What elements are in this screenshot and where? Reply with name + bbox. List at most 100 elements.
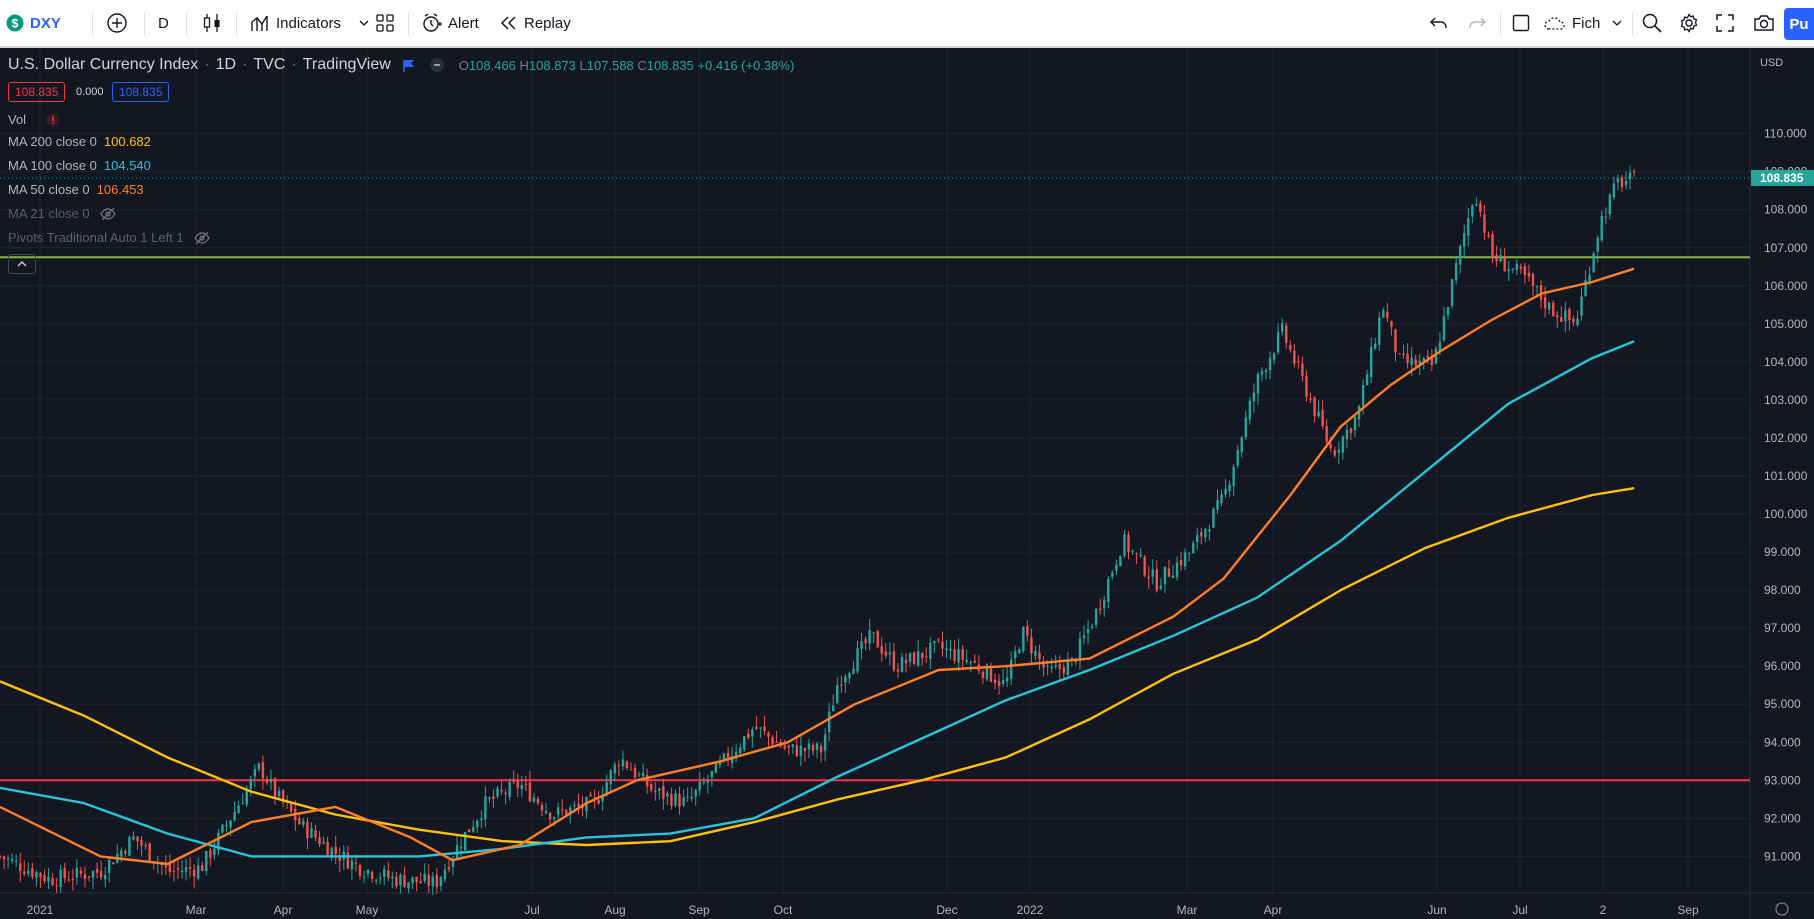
candle-up — [1264, 370, 1268, 373]
price-chart[interactable]: USD110.000109.000108.000107.000106.00010… — [0, 48, 1814, 919]
warning-icon[interactable] — [46, 113, 60, 127]
candle-up — [1103, 599, 1106, 609]
camera-icon — [1754, 15, 1774, 31]
collapse-legend-button[interactable] — [8, 254, 36, 274]
candle-down — [273, 778, 277, 797]
indicator-ma100[interactable]: MA 100 close 0 104.540 — [8, 158, 151, 173]
open-label: O — [458, 57, 469, 73]
toolbar-divider — [92, 12, 93, 36]
candle-down — [265, 779, 269, 784]
time-tick-label: 2 — [1600, 903, 1607, 917]
replay-button[interactable]: Replay — [500, 0, 571, 46]
candle-up — [1001, 679, 1005, 684]
candle-up — [1535, 286, 1539, 288]
candle-up — [799, 745, 803, 757]
sell-button[interactable]: 108.835 — [8, 82, 66, 102]
candle-up — [832, 705, 835, 712]
candle-down — [1301, 363, 1304, 376]
candle-up — [552, 817, 556, 820]
undo-button[interactable] — [1430, 0, 1448, 46]
layout-button[interactable] — [1512, 0, 1530, 46]
candle-up — [658, 788, 661, 791]
settings-button[interactable] — [1679, 0, 1699, 46]
indicator-ma200[interactable]: MA 200 close 0 100.682 — [8, 134, 151, 149]
candle-up — [1353, 417, 1357, 431]
high-label: H — [519, 57, 529, 73]
interval-button[interactable]: D — [158, 0, 169, 46]
candle-down — [617, 765, 621, 767]
cloud-save-button[interactable]: Fich — [1543, 0, 1622, 46]
candle-down — [79, 870, 83, 874]
candle-down — [1394, 329, 1397, 353]
indicator-pivots[interactable]: Pivots Traditional Auto 1 Left 1 — [8, 230, 210, 245]
candle-down — [953, 649, 956, 661]
candle-down — [840, 684, 843, 686]
candle-up — [1378, 317, 1381, 345]
candle-up — [257, 763, 261, 770]
compare-add-button[interactable] — [106, 0, 128, 46]
candle-down — [261, 762, 265, 779]
eye-slash-icon[interactable] — [99, 207, 116, 221]
price-tick-label: 100.000 — [1764, 507, 1808, 521]
candle-up — [1050, 666, 1053, 669]
candle-down — [1098, 608, 1102, 610]
chart-area[interactable]: USD110.000109.000108.000107.000106.00010… — [0, 48, 1814, 919]
candle-up — [1175, 562, 1179, 578]
low-value: 107.588 — [586, 57, 634, 73]
candle-down — [625, 761, 629, 768]
redo-button[interactable] — [1468, 0, 1486, 46]
symbol-search-button[interactable]: $ DXY — [6, 0, 61, 46]
candle-up — [666, 793, 669, 797]
legend-interval: 1D — [215, 56, 237, 73]
indicator-vol[interactable]: Vol — [8, 112, 60, 127]
candle-up — [1066, 660, 1070, 676]
candle-up — [213, 848, 216, 856]
candle-up — [1078, 638, 1082, 662]
candle-up — [1131, 550, 1134, 552]
price-tick-label: 93.000 — [1764, 773, 1801, 787]
candle-up — [196, 865, 200, 879]
candle-down — [467, 829, 471, 833]
minus-circle-icon[interactable] — [429, 57, 445, 73]
candle-down — [1552, 302, 1555, 317]
search-button[interactable] — [1642, 0, 1662, 46]
time-tick-label: 2021 — [27, 903, 54, 917]
candle-down — [912, 652, 916, 665]
candle-up — [1183, 552, 1187, 567]
candle-up — [1341, 436, 1345, 453]
candle-up — [1382, 310, 1385, 318]
candle-down — [124, 851, 127, 854]
publish-button[interactable]: Pu — [1784, 8, 1814, 40]
chart-type-button[interactable] — [202, 0, 222, 46]
candle-down — [1349, 428, 1353, 433]
candle-up — [1094, 609, 1098, 625]
candle-up — [472, 827, 475, 832]
alert-button[interactable]: Alert — [422, 0, 479, 46]
candle-down — [95, 869, 99, 873]
indicator-ma21[interactable]: MA 21 close 0 — [8, 206, 116, 221]
candle-down — [1062, 667, 1065, 674]
candle-down — [136, 836, 139, 842]
candle-down — [524, 783, 528, 785]
indicators-button[interactable]: Indicators — [250, 0, 369, 46]
candle-down — [144, 845, 147, 847]
flag-icon[interactable] — [402, 59, 415, 72]
price-tick-label: 102.000 — [1764, 431, 1808, 445]
candle-up — [949, 648, 952, 651]
fullscreen-button[interactable] — [1716, 0, 1734, 46]
candle-down — [925, 656, 928, 658]
candle-down — [921, 652, 924, 659]
buy-button[interactable]: 108.835 — [112, 82, 170, 102]
candle-up — [1592, 253, 1595, 273]
candle-up — [1576, 318, 1579, 326]
candle-up — [245, 789, 248, 805]
eye-slash-icon[interactable] — [193, 231, 210, 245]
time-tick-label: Sep — [688, 903, 710, 917]
symbol-title[interactable]: U.S. Dollar Currency Index — [8, 56, 199, 73]
candle-up — [383, 869, 386, 877]
templates-button[interactable] — [376, 0, 394, 46]
price-tick-label: 110.000 — [1764, 127, 1807, 141]
indicator-ma50[interactable]: MA 50 close 0 106.453 — [8, 182, 144, 197]
candle-down — [1495, 254, 1498, 262]
snapshot-button[interactable] — [1753, 0, 1775, 46]
